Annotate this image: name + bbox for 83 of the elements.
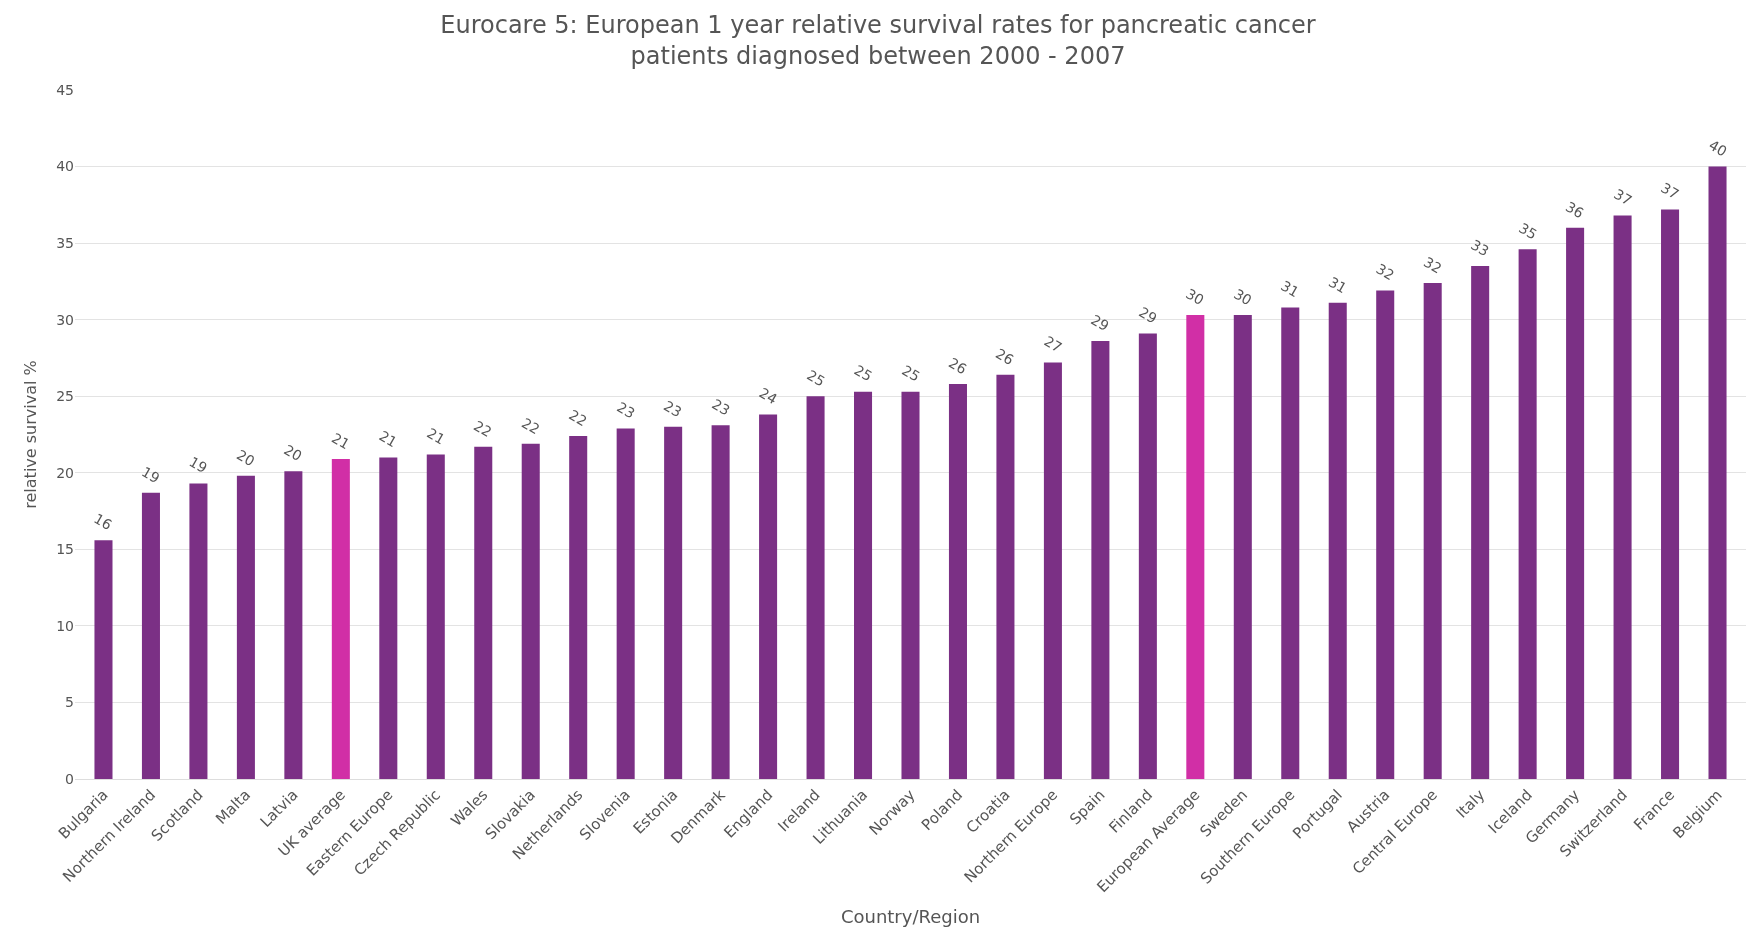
- data-label: 20: [281, 441, 305, 465]
- data-label: 30: [1231, 285, 1255, 309]
- bar: [1233, 315, 1252, 779]
- bar: [1423, 282, 1442, 779]
- bar: [1328, 302, 1347, 779]
- bar: [94, 540, 113, 779]
- bar: [379, 457, 398, 779]
- data-label: 19: [138, 463, 163, 487]
- data-label: 33: [1468, 236, 1492, 260]
- data-label: 23: [709, 395, 733, 419]
- bar: [141, 492, 160, 779]
- bar: [1138, 333, 1157, 779]
- data-label: 23: [661, 397, 685, 421]
- data-label: 22: [566, 406, 590, 430]
- data-label: 26: [993, 345, 1017, 369]
- bar: [759, 414, 778, 779]
- data-label: 29: [1088, 311, 1112, 335]
- data-label: 16: [91, 510, 115, 534]
- data-label: 26: [946, 354, 970, 378]
- y-tick-label: 35: [56, 235, 74, 252]
- y-tick-label: 10: [56, 617, 74, 634]
- data-label: 30: [1183, 285, 1207, 309]
- y-axis-title: relative survival %: [21, 360, 41, 509]
- data-label: 40: [1706, 136, 1730, 160]
- bar: [1613, 215, 1632, 779]
- y-tick-label: 45: [56, 81, 74, 98]
- bar: [901, 391, 920, 779]
- bar: [1518, 249, 1537, 779]
- bar: [1708, 166, 1727, 779]
- bar: [284, 471, 303, 779]
- data-label: 27: [1041, 332, 1065, 356]
- bar: [1186, 315, 1205, 779]
- bar: [806, 396, 825, 779]
- bar: [426, 454, 445, 779]
- data-label: 21: [424, 424, 448, 448]
- bar: [236, 475, 255, 779]
- data-label: 19: [186, 453, 210, 477]
- data-label: 32: [1373, 260, 1397, 284]
- data-label: 31: [1278, 277, 1302, 301]
- data-label: 23: [614, 398, 638, 422]
- data-label: 29: [1136, 303, 1160, 327]
- data-label: 24: [756, 384, 780, 408]
- bar: [1091, 341, 1110, 779]
- bar: [1281, 307, 1300, 779]
- y-tick-label: 15: [56, 541, 74, 558]
- bar: [474, 446, 493, 779]
- data-label: 25: [804, 366, 828, 390]
- y-tick-label: 20: [56, 464, 74, 481]
- data-label: 25: [851, 361, 875, 385]
- y-tick-label: 5: [65, 694, 74, 711]
- data-label: 21: [376, 427, 400, 451]
- bar: [569, 436, 588, 779]
- bar: [664, 426, 683, 779]
- bar: [996, 374, 1015, 779]
- data-label: 31: [1326, 273, 1350, 297]
- data-label: 37: [1658, 179, 1682, 203]
- bar: [1661, 209, 1680, 779]
- data-label: 20: [234, 446, 258, 470]
- bar: [1376, 290, 1395, 779]
- data-label: 37: [1611, 185, 1635, 209]
- chart-title: Eurocare 5: European 1 year relative survival rates for pancreatic cancer patients diagnosed between 2000 - 2007: [440, 10, 1316, 70]
- data-label: 22: [518, 414, 543, 438]
- bar: [1043, 362, 1062, 779]
- bar: [948, 383, 967, 779]
- bar: [854, 391, 873, 779]
- bar: [1566, 227, 1585, 779]
- y-tick-label: 25: [56, 388, 74, 405]
- data-label: 21: [329, 429, 353, 453]
- bar: [1471, 266, 1490, 779]
- x-axis-title: Country/Region: [840, 906, 981, 928]
- data-label: 36: [1563, 198, 1587, 222]
- y-tick-label: 30: [56, 311, 74, 328]
- data-label: 22: [471, 417, 495, 441]
- bar: [189, 483, 208, 779]
- y-tick-label: 0: [65, 770, 74, 787]
- bar: [711, 425, 730, 779]
- bar: [331, 459, 350, 779]
- bar: [521, 443, 540, 779]
- data-label: 25: [899, 361, 923, 385]
- bar: [616, 428, 635, 779]
- y-tick-label: 40: [56, 158, 74, 175]
- data-label: 32: [1421, 253, 1445, 277]
- data-label: 35: [1516, 219, 1540, 243]
